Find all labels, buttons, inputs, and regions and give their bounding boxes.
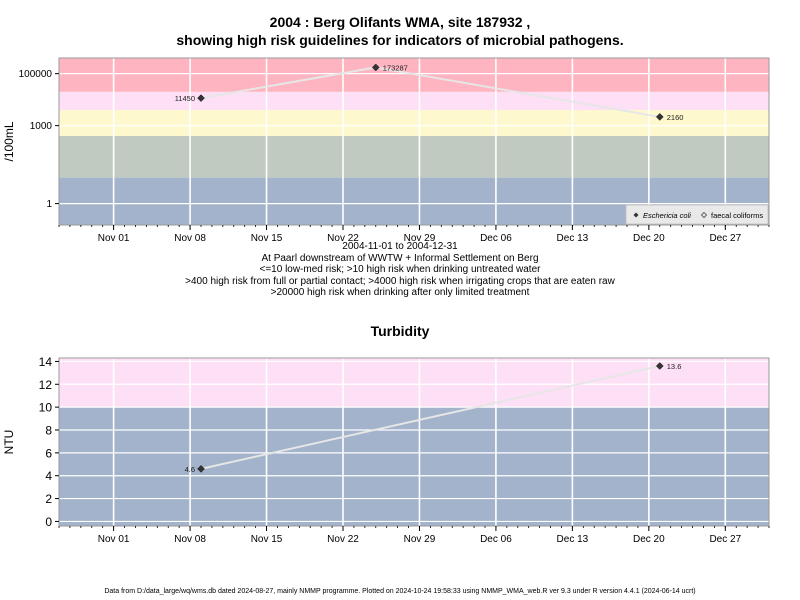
- chart1-xtick-label: Dec 13: [557, 233, 589, 244]
- legend-label-faecal: faecal coliforms: [711, 211, 763, 220]
- footer-note: Data from D:/data_large/wq/wms.db dated …: [104, 588, 696, 595]
- chart1-data-label: 173287: [383, 63, 408, 72]
- chart2-xtick-label: Dec 06: [480, 534, 512, 545]
- chart1-data-label: 11450: [175, 94, 195, 103]
- chart1-caption-line3: <=10 low-med risk; >10 high risk when dr…: [259, 264, 541, 275]
- chart1-data-point: [655, 113, 664, 121]
- chart1-ytick-label: 1: [46, 199, 52, 210]
- chart2-xtick-label: Nov 08: [174, 534, 206, 545]
- chart2-xtick-label: Dec 20: [633, 534, 665, 545]
- chart1-risk-band: [59, 109, 769, 136]
- chart2-series-line: [200, 365, 660, 470]
- chart2-ytick-label: 2: [45, 492, 52, 506]
- chart1-data-point: [371, 63, 380, 72]
- chart2-ytick-label: 8: [45, 424, 52, 438]
- chart2-frame: [58, 357, 770, 527]
- chart1: 1 1000 100000 Nov 01 Nov 08 Nov 15 Nov 22 Nov 2…: [2, 57, 770, 244]
- chart1-caption-line5: >20000 high risk when drinking after onl…: [270, 287, 530, 298]
- chart1-xtick-label: Nov 15: [251, 233, 283, 244]
- chart1-xtick-label: Nov 29: [404, 233, 436, 244]
- legend-box: [625, 204, 769, 225]
- chart1-caption-line2: At Paarl downstream of WWTW + Informal S…: [261, 252, 539, 264]
- chart2-risk-band: [59, 358, 769, 408]
- chart2-ytick-label: 6: [45, 446, 52, 460]
- chart1-xtick-label: Dec 06: [480, 233, 512, 244]
- chart2-data-point: [655, 362, 664, 370]
- chart2-xtick-label: Nov 29: [404, 534, 436, 545]
- chart1-frame: [58, 57, 770, 226]
- chart1-legend: Eschericia coli faecal coliforms: [625, 204, 769, 225]
- chart2-ytick-label: 12: [39, 378, 53, 392]
- chart1-caption-line1: 2004-11-01 to 2004-12-31: [342, 241, 458, 252]
- chart2-ytick-label: 0: [45, 515, 52, 529]
- chart2-xtick-label: Dec 13: [557, 534, 589, 545]
- chart1-xtick-label: Nov 08: [174, 233, 206, 244]
- chart1-xtick-label: Dec 27: [709, 233, 741, 244]
- chart2-ylabel: NTU: [2, 430, 16, 455]
- chart1-risk-band: [59, 91, 769, 110]
- chart1-ylabel: /100mL: [2, 121, 16, 161]
- chart2-xtick-label: Nov 15: [251, 534, 283, 545]
- chart1-xtick-label: Nov 22: [327, 233, 359, 244]
- chart2-data-label: 13.6: [667, 362, 682, 371]
- chart2-data-label: 4.6: [185, 465, 195, 474]
- chart1-risk-band: [59, 135, 769, 178]
- legend-marker-open: [700, 211, 708, 219]
- chart2-title: Turbidity: [370, 323, 430, 339]
- chart1-title-line1: 2004 : Berg Olifants WMA, site 187932 ,: [269, 14, 531, 30]
- chart1-data-point: [197, 94, 205, 102]
- legend-marker-filled: [633, 212, 639, 218]
- chart2-data-point: [197, 465, 205, 473]
- chart2-ytick-label: 4: [45, 469, 52, 483]
- chart2: 0 2 4 6 8 10 12 14 Nov 01 Nov 08 Nov 15 Nov 22 Nov 2…: [2, 355, 770, 545]
- chart1-xtick-label: Nov 01: [98, 233, 130, 244]
- chart1-xtick-label: Dec 20: [633, 233, 665, 244]
- chart1-ytick-label: 100000: [19, 69, 53, 80]
- chart1-data-label: 2160: [667, 113, 684, 122]
- chart2-ytick-label: 10: [39, 401, 53, 415]
- chart2-xtick-label: Nov 01: [98, 534, 130, 545]
- chart2-xtick-label: Dec 27: [709, 534, 741, 545]
- chart1-caption-line4: >400 high risk from full or partial cont…: [185, 275, 615, 287]
- chart1-ytick-label: 1000: [30, 121, 53, 132]
- chart1-title-line2: showing high risk guidelines for indicat…: [176, 32, 624, 48]
- chart2-xtick-label: Nov 22: [327, 534, 359, 545]
- chart2-ytick-label: 14: [39, 355, 53, 369]
- chart2-risk-band: [59, 407, 769, 526]
- legend-label-ecoli: Eschericia coli: [643, 211, 691, 220]
